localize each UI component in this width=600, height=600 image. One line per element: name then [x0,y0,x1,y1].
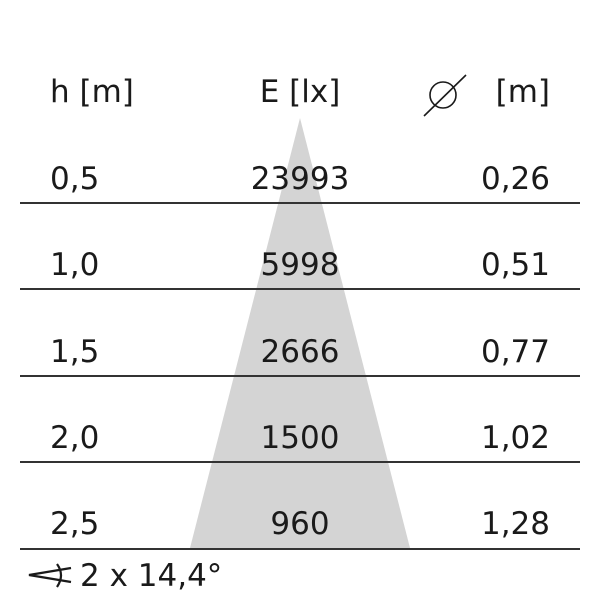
row-diameter: 1,28 [480,506,550,542]
row-divider [20,461,580,463]
row-height: 2,0 [50,420,100,456]
row-diameter: 1,02 [480,420,550,456]
light-cone-shape [190,118,410,548]
beam-angle-text: 2 x 14,4° [80,558,223,594]
row-height: 1,5 [50,334,100,370]
row-illuminance: 5998 [260,247,340,283]
diameter-icon [423,74,467,117]
row-illuminance: 2666 [260,334,340,370]
row-divider [20,288,580,290]
row-illuminance: 1500 [260,420,340,456]
header-diameter-unit: [m] [495,74,550,110]
row-diameter: 0,77 [480,334,550,370]
row-diameter: 0,26 [480,161,550,197]
row-diameter: 0,51 [480,247,550,283]
header-height: h [m] [50,74,134,110]
row-illuminance: 960 [270,506,330,542]
row-height: 1,0 [50,247,100,283]
row-divider [20,548,580,550]
row-height: 0,5 [50,161,100,197]
row-divider [20,202,580,204]
row-divider [20,375,580,377]
row-illuminance: 23993 [250,161,350,197]
angle-icon [28,563,72,588]
row-height: 2,5 [50,506,100,542]
header-illuminance: E [lx] [259,74,341,110]
